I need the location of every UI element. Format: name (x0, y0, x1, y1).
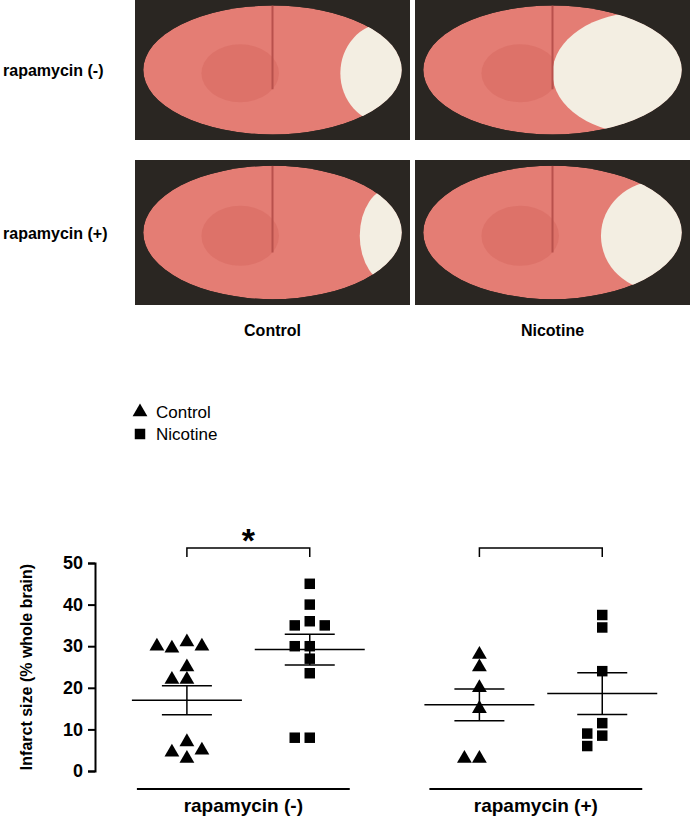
data-point (305, 668, 315, 678)
legend-label: Nicotine (156, 425, 217, 444)
data-point (179, 733, 194, 746)
column-label: Control (244, 322, 301, 339)
x-group-label: rapamycin (-) (184, 795, 303, 816)
data-point (597, 610, 607, 620)
data-point (582, 728, 592, 738)
data-point (582, 741, 592, 751)
brain-slice (143, 166, 424, 299)
legend-marker (133, 403, 148, 416)
y-tick: 40 (63, 595, 95, 615)
midline (272, 6, 274, 90)
data-point (164, 744, 179, 757)
y-tick-label: 30 (63, 636, 83, 656)
data-point (179, 633, 194, 646)
brain-inner (201, 44, 279, 102)
error-cap (285, 633, 335, 635)
y-tick: 30 (63, 636, 95, 656)
data-point (305, 599, 315, 609)
data-point (457, 750, 472, 763)
y-tick: 10 (63, 720, 95, 740)
chart: 0 10 20 30 40 50 Infarct size (% whole brain) r… (18, 403, 657, 816)
row-label: rapamycin (+) (3, 225, 107, 242)
data-point (194, 742, 209, 755)
data-point (305, 579, 315, 589)
data-point (149, 638, 164, 651)
group-underline (429, 788, 642, 790)
infarct-region (601, 181, 700, 291)
y-tick-label: 10 (63, 720, 83, 740)
midline (552, 6, 554, 90)
data-point (472, 646, 487, 659)
comparison-bracket (479, 548, 602, 557)
error-bar (602, 673, 604, 715)
data-point (179, 750, 194, 763)
y-tick-mark (88, 729, 95, 731)
y-tick-label: 40 (63, 595, 83, 615)
row-label: rapamycin (-) (3, 62, 103, 79)
error-cap (454, 688, 504, 690)
data-points (132, 579, 657, 763)
brain-inner (201, 206, 279, 266)
data-point (597, 718, 607, 728)
figure: rapamycin (-) rapamycin (+) Control Nicotin… (0, 0, 700, 824)
y-tick-mark (88, 563, 95, 565)
midline (552, 166, 554, 253)
error-cap (454, 720, 504, 722)
brain-slice (143, 6, 431, 135)
y-tick-mark (88, 646, 95, 648)
x-group-label: rapamycin (+) (474, 795, 598, 816)
error-bar (479, 689, 481, 721)
y-tick-label: 50 (63, 553, 83, 573)
infarct-region (360, 187, 425, 284)
data-point (472, 750, 487, 763)
y-tick: 20 (63, 678, 95, 698)
data-point (320, 620, 330, 630)
brain-inner (481, 206, 559, 266)
infarct-region (553, 12, 700, 134)
data-point (164, 640, 179, 653)
y-axis-line (88, 564, 96, 772)
data-point (290, 620, 300, 630)
y-tick-mark (88, 771, 95, 773)
data-point (164, 671, 179, 684)
error-cap (162, 714, 212, 716)
data-point (290, 732, 300, 742)
data-point (597, 730, 607, 740)
legend-marker (135, 429, 145, 439)
y-tick-mark (88, 604, 95, 606)
group-underline (137, 788, 350, 790)
data-point (179, 658, 194, 671)
data-point (597, 622, 607, 632)
error-cap (577, 672, 627, 674)
data-point (179, 671, 194, 684)
y-axis: 0 10 20 30 40 50 (63, 553, 96, 781)
error-cap (285, 664, 335, 666)
data-point (305, 732, 315, 742)
data-point (472, 658, 487, 671)
midline (272, 166, 274, 253)
legend-label: Control (156, 403, 211, 422)
error-bar (186, 686, 188, 715)
brain-slice (423, 166, 700, 299)
legend: Control Nicotine (133, 403, 218, 444)
brain-slice (423, 6, 700, 135)
error-bar (309, 634, 311, 665)
y-tick-label: 0 (73, 761, 83, 781)
photo-panel: rapamycin (-) rapamycin (+) Control Nicotin… (3, 0, 700, 339)
brain-inner (481, 44, 559, 102)
error-cap (162, 685, 212, 687)
data-point (194, 638, 209, 651)
y-tick: 0 (73, 761, 95, 781)
y-tick-mark (88, 687, 95, 689)
data-point (305, 616, 315, 626)
y-tick-label: 20 (63, 678, 83, 698)
column-label: Nicotine (521, 322, 584, 339)
significance-marker: * (242, 521, 256, 559)
y-tick: 50 (63, 553, 95, 573)
y-axis-title: Infarct size (% whole brain) (18, 564, 35, 770)
error-cap (577, 714, 627, 716)
